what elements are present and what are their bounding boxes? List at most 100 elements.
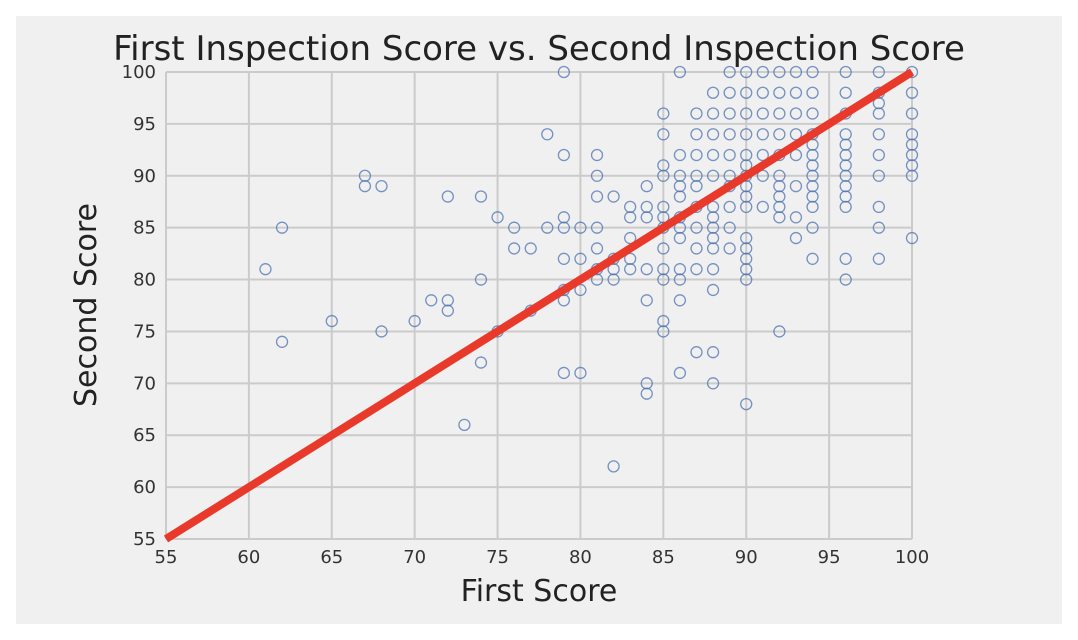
scatter-point — [706, 169, 720, 182]
reference-line-layer — [163, 68, 915, 543]
y-tick-label: 75 — [133, 321, 156, 342]
scatter-point — [325, 314, 338, 328]
scatter-point — [673, 294, 687, 307]
x-tick-label: 80 — [569, 547, 592, 568]
scatter-point — [773, 325, 786, 338]
scatter-point — [624, 263, 637, 276]
x-tick-label: 60 — [237, 547, 260, 568]
y-tick-label: 65 — [133, 425, 156, 446]
scatter-point — [706, 148, 720, 162]
scatter-point — [905, 231, 919, 245]
scatter-point — [723, 242, 736, 255]
x-tick-label: 65 — [320, 547, 343, 568]
scatter-point — [723, 107, 736, 120]
scatter-point — [375, 325, 388, 338]
scatter-point — [474, 190, 488, 203]
scatter-point — [806, 86, 819, 99]
y-tick-label: 90 — [133, 166, 156, 187]
scatter-point — [706, 346, 720, 359]
scatter-point — [773, 65, 786, 79]
scatter-point — [624, 200, 637, 214]
scatter-point — [806, 65, 819, 79]
scatter-point — [706, 86, 720, 99]
scatter-point — [259, 263, 272, 276]
scatter-point — [706, 263, 720, 276]
scatter-point — [740, 273, 753, 286]
scatter-point — [557, 294, 571, 307]
scatter-point — [756, 169, 769, 182]
scatter-point — [789, 231, 803, 245]
scatter-point — [574, 366, 587, 380]
scatter-point — [756, 148, 769, 162]
scatter-point — [441, 294, 454, 307]
scatter-point — [557, 211, 571, 224]
scatter-point — [640, 200, 653, 214]
scatter-point — [657, 242, 670, 255]
scatter-point — [706, 377, 720, 390]
scatter-point — [690, 242, 703, 255]
scatter-point — [872, 148, 885, 162]
scatter-point — [773, 211, 786, 224]
scatter-point — [740, 86, 753, 99]
scatter-point — [806, 221, 819, 234]
scatter-point — [690, 107, 703, 120]
scatter-point — [690, 128, 703, 141]
scatter-point — [839, 148, 852, 162]
y-tick-labels: 55 60 65 70 75 80 85 90 95 100 — [122, 62, 156, 550]
scatter-point — [690, 148, 703, 162]
scatter-point — [723, 86, 736, 99]
scatter-point — [574, 221, 587, 234]
x-tick-label: 85 — [652, 547, 675, 568]
scatter-point — [706, 128, 720, 141]
scatter-point — [756, 128, 769, 141]
scatter-point — [590, 273, 604, 286]
scatter-point — [740, 200, 753, 214]
scatter-point — [723, 221, 736, 234]
scatter-point — [806, 148, 819, 162]
scatter-point — [723, 128, 736, 141]
scatter-point — [789, 65, 803, 79]
scatter-point — [905, 169, 919, 182]
scatter-point — [640, 294, 653, 307]
scatter-point — [740, 107, 753, 120]
scatter-point — [789, 180, 803, 193]
scatter-point — [839, 200, 852, 214]
scatter-point — [773, 180, 786, 193]
scatter-point — [740, 128, 753, 141]
scatter-point — [839, 273, 852, 286]
scatter-point — [541, 128, 554, 141]
scatter-point — [706, 242, 720, 255]
scatter-point — [474, 273, 488, 286]
scatter-point — [607, 190, 620, 203]
scatter-point — [872, 65, 885, 79]
scatter-point — [839, 180, 852, 193]
scatter-point — [590, 169, 604, 182]
y-tick-label: 60 — [133, 477, 156, 498]
scatter-point — [657, 325, 670, 338]
scatter-point — [507, 221, 521, 234]
scatter-point — [507, 242, 521, 255]
scatter-point — [458, 418, 471, 431]
scatter-point — [375, 180, 388, 193]
scatter-point — [408, 314, 421, 328]
scatter-point — [557, 252, 571, 265]
scatter-point — [607, 273, 620, 286]
scatter-point — [872, 252, 885, 265]
scatter-point — [275, 335, 289, 348]
scatter-point — [657, 128, 670, 141]
y-axis-label: Second Score — [69, 203, 104, 407]
scatter-point — [723, 200, 736, 214]
scatter-point — [839, 159, 852, 172]
scatter-point — [673, 263, 687, 276]
scatter-point — [872, 200, 885, 214]
y-tick-label: 80 — [133, 270, 156, 291]
scatter-point — [673, 148, 687, 162]
scatter-point — [657, 273, 670, 286]
scatter-point — [839, 128, 852, 141]
scatter-point — [806, 180, 819, 193]
scatter-point — [789, 107, 803, 120]
scatter-point — [806, 252, 819, 265]
scatter-point — [574, 283, 587, 297]
scatter-point — [789, 86, 803, 99]
